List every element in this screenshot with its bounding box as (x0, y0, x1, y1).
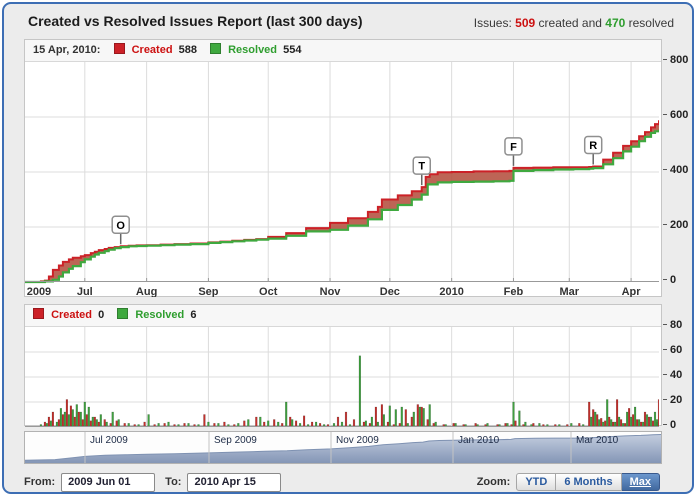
daily-bar-chart-panel: Created 0 Resolved 6 (24, 304, 662, 427)
legend-resolved-label: Resolved (135, 309, 185, 321)
navigator-label: Mar 2010 (576, 435, 619, 446)
issues-resolved-count: 470 (605, 16, 626, 30)
svg-text:R: R (589, 140, 597, 152)
legend-created-value: 0 (98, 309, 105, 321)
bar-chart-y-axis: 80 60 40 20 0 (663, 319, 700, 431)
y-axis-label: 0 (663, 274, 676, 286)
tooltip-resolved-label: Resolved (228, 44, 278, 56)
y-axis-label: 0 (663, 419, 676, 431)
svg-text:O: O (116, 220, 125, 232)
zoom-control: Zoom: YTD 6 Months Max (477, 473, 660, 491)
x-axis-label: Dec (380, 286, 400, 297)
issues-created-text: created and (538, 16, 602, 30)
issues-summary: Issues: 509 created and 470 resolved (474, 16, 674, 30)
main-chart-panel: 15 Apr, 2010: Created 588 Resolved 554 2… (24, 39, 662, 297)
x-axis-label: Apr (622, 286, 642, 297)
tooltip-created-label: Created (131, 44, 173, 56)
issues-created-count: 509 (515, 16, 536, 30)
navigator-area-chart[interactable]: Jul 2009 Sep 2009 Nov 2009 Jan 2010 Mar 2010 (25, 432, 661, 463)
svg-text:T: T (418, 161, 425, 173)
x-axis-label: 2010 (439, 286, 463, 297)
zoom-label: Zoom: (476, 476, 511, 488)
legend-resolved-value: 6 (190, 309, 197, 321)
y-axis-label: 60 (663, 344, 682, 356)
from-date-input[interactable] (61, 472, 156, 492)
y-axis-label: 40 (663, 369, 682, 381)
svg-text:F: F (510, 141, 517, 153)
x-axis-label: Sep (198, 286, 218, 297)
date-range-toolbar: From: To: Zoom: YTD 6 Months Max (24, 470, 682, 494)
navigator-label: Nov 2009 (336, 435, 379, 446)
y-axis-label: 200 (663, 219, 688, 231)
to-label: To: (165, 476, 182, 488)
y-axis-label: 400 (663, 164, 688, 176)
zoom-max-button[interactable]: Max (621, 473, 660, 491)
x-axis-label: 2009 (27, 286, 51, 297)
x-axis-label: Jul (77, 286, 93, 297)
page-title: Created vs Resolved Issues Report (last … (28, 13, 363, 29)
flag-marker-O[interactable]: O (111, 215, 130, 245)
x-axis-label: Nov (320, 286, 342, 297)
main-line-chart[interactable]: 2009 Jul Aug Sep Oct Nov Dec 2010 Feb Mar Apr O T F R (25, 62, 659, 297)
x-axis-label: Oct (259, 286, 278, 297)
created-swatch-icon (33, 308, 44, 319)
issues-prefix: Issues: (473, 16, 512, 30)
resolved-swatch-icon (210, 43, 222, 54)
main-chart-y-axis: 800 600 400 200 0 (663, 54, 700, 286)
tooltip-resolved-value: 554 (283, 44, 302, 56)
issues-resolved-text: resolved (628, 16, 674, 30)
to-date-input[interactable] (187, 472, 282, 492)
flag-marker-R[interactable]: R (583, 135, 603, 165)
daily-bar-chart[interactable] (25, 327, 659, 427)
from-label: From: (24, 476, 56, 488)
y-axis-label: 80 (663, 319, 682, 331)
created-swatch-icon (113, 43, 125, 54)
x-axis-label: Feb (504, 286, 524, 297)
timeline-navigator[interactable]: Jul 2009 Sep 2009 Nov 2009 Jan 2010 Mar 2010 (24, 431, 662, 464)
navigator-label: Jul 2009 (90, 435, 128, 446)
navigator-label: Sep 2009 (214, 435, 257, 446)
x-axis-label: Aug (136, 286, 157, 297)
y-axis-label: 600 (663, 109, 688, 121)
bar-chart-legend: Created 0 Resolved 6 (25, 305, 661, 327)
legend-created-label: Created (51, 309, 93, 321)
zoom-6months-button[interactable]: 6 Months (556, 473, 622, 491)
main-chart-tooltip: 15 Apr, 2010: Created 588 Resolved 554 (25, 40, 661, 62)
flag-marker-F[interactable]: F (504, 137, 523, 166)
resolved-swatch-icon (117, 308, 129, 319)
tooltip-date: 15 Apr, 2010: (33, 44, 101, 56)
zoom-ytd-button[interactable]: YTD (516, 473, 557, 491)
navigator-label: Jan 2010 (458, 435, 500, 446)
y-axis-label: 800 (663, 54, 688, 66)
flag-marker-T[interactable]: T (412, 156, 431, 186)
y-axis-label: 20 (663, 394, 682, 406)
tooltip-created-value: 588 (178, 44, 197, 56)
x-axis-label: Mar (560, 286, 580, 297)
created-vs-resolved-gadget: Created vs Resolved Issues Report (last … (2, 2, 694, 494)
